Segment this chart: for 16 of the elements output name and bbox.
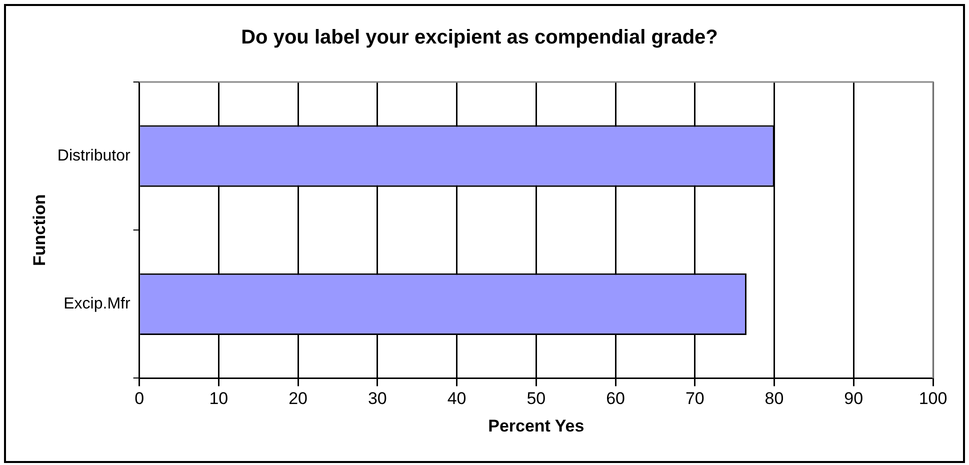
chart-title: Do you label your excipient as compendial grade? xyxy=(241,26,718,49)
x-tick-label: 30 xyxy=(368,389,387,408)
x-axis-title: Percent Yes xyxy=(488,416,584,436)
x-tick-label: 50 xyxy=(526,389,546,408)
y-axis-title: Function xyxy=(30,194,49,266)
x-tick-label: 60 xyxy=(606,389,625,408)
x-tick-label: 10 xyxy=(209,389,228,408)
x-tick-label: 70 xyxy=(685,389,704,408)
x-tick-label: 100 xyxy=(918,389,948,408)
y-tick-label: Distributor xyxy=(57,147,131,164)
x-tick-label: 20 xyxy=(288,389,308,408)
y-tick-label: Excip.Mfr xyxy=(64,296,131,313)
x-tick-label: 80 xyxy=(764,389,784,408)
x-tick-label: 90 xyxy=(844,389,864,408)
x-tick-label: 0 xyxy=(134,389,144,408)
x-tick-label: 40 xyxy=(447,389,466,408)
